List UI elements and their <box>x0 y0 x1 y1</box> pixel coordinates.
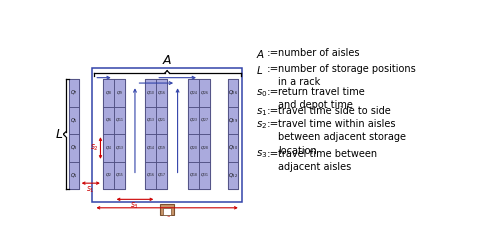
Text: $Q_{19}$: $Q_{19}$ <box>158 144 166 152</box>
Text: $A$: $A$ <box>256 48 265 61</box>
Bar <box>199 107 210 134</box>
Bar <box>146 107 156 134</box>
Bar <box>68 162 79 189</box>
Text: :=: := <box>267 148 280 158</box>
Text: :=: := <box>267 48 280 58</box>
Bar <box>199 134 210 162</box>
Text: $Q_{14}$: $Q_{14}$ <box>146 144 155 152</box>
Bar <box>114 107 124 134</box>
Bar <box>156 162 167 189</box>
Text: $Q_{10}$: $Q_{10}$ <box>146 89 155 96</box>
Bar <box>156 134 167 162</box>
Text: :=: := <box>267 119 280 129</box>
Text: $Q_6$: $Q_6$ <box>105 117 112 124</box>
Text: $Q_{30}$: $Q_{30}$ <box>228 144 237 152</box>
Bar <box>188 79 210 189</box>
Bar <box>92 69 242 202</box>
Text: :=: := <box>267 106 280 116</box>
Text: $Q_3$: $Q_3$ <box>70 144 78 152</box>
Text: return travel time
and depot time: return travel time and depot time <box>278 87 364 110</box>
Text: $Q_{29}$: $Q_{29}$ <box>228 116 237 125</box>
Text: $s_2$: $s_2$ <box>90 143 99 153</box>
Text: $A$: $A$ <box>162 54 172 67</box>
Bar <box>188 107 199 134</box>
Bar <box>199 162 210 189</box>
Text: travel time within aisles
between adjacent storage
location: travel time within aisles between adjace… <box>278 119 406 156</box>
Text: $s_1$: $s_1$ <box>86 185 95 195</box>
Text: $Q_{27}$: $Q_{27}$ <box>200 117 208 124</box>
Bar <box>228 107 237 134</box>
Bar <box>228 162 237 189</box>
Text: $s_3$: $s_3$ <box>130 201 140 211</box>
Text: $s_0$: $s_0$ <box>256 87 268 99</box>
Text: :=: := <box>267 87 280 97</box>
Bar <box>146 134 156 162</box>
Text: $Q_{23}$: $Q_{23}$ <box>189 117 198 124</box>
Text: $Q_{31}$: $Q_{31}$ <box>200 172 208 179</box>
Text: $Q_{26}$: $Q_{26}$ <box>228 89 237 97</box>
Text: travel time side to side: travel time side to side <box>278 106 390 116</box>
Bar <box>68 107 79 134</box>
Text: $s_3$: $s_3$ <box>256 148 268 160</box>
Bar <box>103 79 114 107</box>
Bar <box>163 208 171 215</box>
Bar <box>114 134 124 162</box>
Text: $Q_4$: $Q_4$ <box>105 144 112 152</box>
Text: $Q_{13}$: $Q_{13}$ <box>114 144 124 152</box>
Bar <box>103 162 114 189</box>
Text: $s_2$: $s_2$ <box>256 119 268 131</box>
Bar <box>68 134 79 162</box>
Text: $Q_{24}$: $Q_{24}$ <box>189 89 198 96</box>
Text: $s_1$: $s_1$ <box>256 106 268 118</box>
Bar <box>188 79 199 107</box>
Text: $Q_5$: $Q_5$ <box>70 116 78 125</box>
Bar <box>146 79 156 107</box>
Text: $Q_{20}$: $Q_{20}$ <box>189 144 198 152</box>
Bar <box>188 134 199 162</box>
Text: $Q_{13}$: $Q_{13}$ <box>146 117 155 124</box>
Bar <box>103 134 114 162</box>
Text: $Q_{11}$: $Q_{11}$ <box>114 117 124 124</box>
Text: $Q_{18}$: $Q_{18}$ <box>189 172 198 179</box>
Bar <box>146 79 167 189</box>
Text: number of aisles: number of aisles <box>278 48 359 58</box>
Text: $Q_2$: $Q_2$ <box>105 172 112 179</box>
Text: $Q_8$: $Q_8$ <box>105 89 112 96</box>
Text: $Q_9$: $Q_9$ <box>116 89 122 96</box>
Bar <box>146 162 156 189</box>
Text: $Q_{26}$: $Q_{26}$ <box>200 89 208 96</box>
Bar <box>228 79 237 189</box>
Text: $s_0$: $s_0$ <box>162 209 172 220</box>
Text: $Q_{15}$: $Q_{15}$ <box>115 172 124 179</box>
Text: $Q_{16}$: $Q_{16}$ <box>146 172 155 179</box>
Text: :=: := <box>267 64 280 74</box>
Text: number of storage positions
in a rack: number of storage positions in a rack <box>278 64 415 87</box>
Bar <box>160 204 174 215</box>
Bar <box>156 107 167 134</box>
Bar <box>114 79 124 107</box>
Bar <box>228 134 237 162</box>
Text: $Q_{28}$: $Q_{28}$ <box>200 144 208 152</box>
Text: $L$: $L$ <box>256 64 264 76</box>
Bar <box>156 79 167 107</box>
Bar <box>199 79 210 107</box>
Text: $Q_{32}$: $Q_{32}$ <box>228 171 237 180</box>
Text: travel time between
adjacent aisles: travel time between adjacent aisles <box>278 148 377 172</box>
Text: $Q_7$: $Q_7$ <box>70 89 78 97</box>
Bar <box>228 79 237 107</box>
Text: $Q_1$: $Q_1$ <box>70 171 78 180</box>
Text: $Q_{21}$: $Q_{21}$ <box>158 117 166 124</box>
Bar <box>188 162 199 189</box>
Text: $Q_{17}$: $Q_{17}$ <box>158 172 166 179</box>
Bar <box>114 162 124 189</box>
Text: $Q_{16}$: $Q_{16}$ <box>158 89 166 96</box>
Bar <box>103 79 124 189</box>
Bar <box>68 79 79 107</box>
Text: $L$: $L$ <box>54 128 62 141</box>
Bar <box>103 107 114 134</box>
Bar <box>68 79 79 189</box>
